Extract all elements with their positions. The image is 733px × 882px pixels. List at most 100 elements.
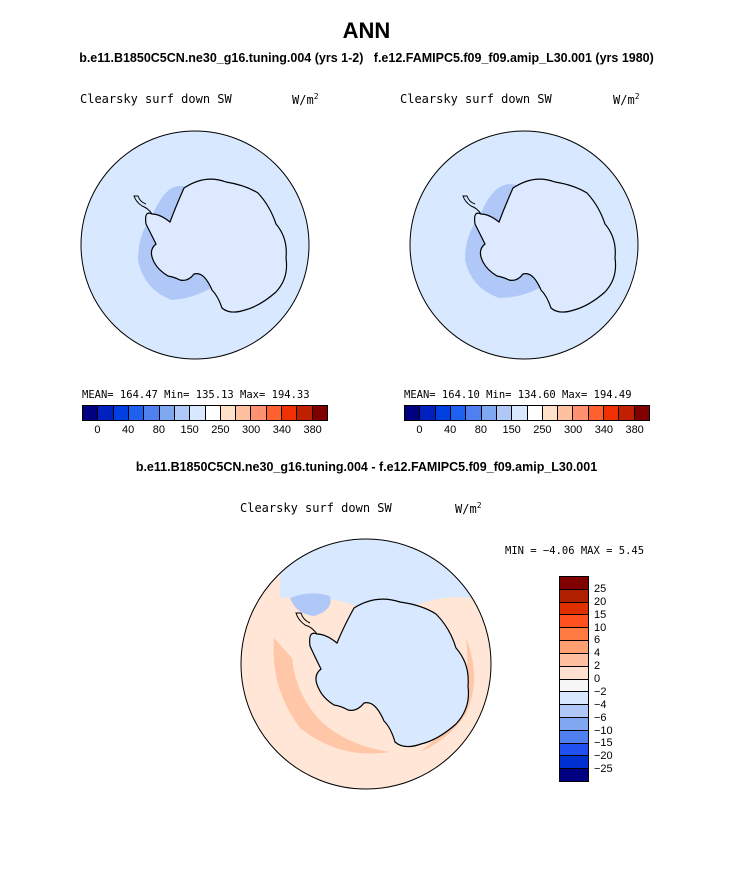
panel3-units: W/m2 <box>455 501 482 516</box>
colorbar-swatch <box>266 406 283 420</box>
colorbar-tick-label: 380 <box>625 424 644 436</box>
diff-colorbar-swatch <box>560 692 588 706</box>
panel1-peninsula-coast <box>133 195 153 215</box>
panel3-antarctica <box>309 598 470 748</box>
diff-colorbar-swatch <box>560 730 588 744</box>
diff-colorbar-label: 10 <box>594 621 607 634</box>
panel3-stats: MIN = −4.06 MAX = 5.45 <box>505 545 645 557</box>
colorbar-swatch <box>282 406 298 420</box>
colorbar-tick-label: 250 <box>533 424 552 436</box>
colorbar-swatch <box>405 406 421 420</box>
panel1-map <box>80 130 310 360</box>
panel1-units: W/m2 <box>292 92 319 107</box>
panel1-colorbar <box>82 405 328 421</box>
diff-colorbar-label: −10 <box>594 724 613 737</box>
diff-colorbar-swatch <box>560 589 588 603</box>
colorbar-tick-label: 0 <box>94 424 101 436</box>
diff-colorbar-swatch <box>560 679 588 693</box>
diff-colorbar-label: −25 <box>594 763 613 776</box>
diff-colorbar-label: −15 <box>594 737 613 750</box>
colorbar-tick-label: 340 <box>594 424 614 436</box>
colorbar-swatch <box>190 406 206 420</box>
diff-colorbar-label: 4 <box>594 647 601 660</box>
diff-colorbar-label: 6 <box>594 634 601 647</box>
colorbar-swatch <box>144 406 160 420</box>
panel2-map <box>409 130 639 360</box>
colorbar-swatch <box>512 406 528 420</box>
diff-colorbar-label: 0 <box>594 673 601 685</box>
diff-colorbar-label: −6 <box>594 711 607 724</box>
diff-colorbar-swatch <box>560 705 588 718</box>
colorbar-swatch <box>527 406 543 420</box>
colorbar-swatch <box>220 406 237 420</box>
colorbar-swatch <box>420 406 436 420</box>
panel2-variable: Clearsky surf down SW <box>400 92 552 106</box>
panel3-neg-north <box>280 539 470 612</box>
colorbar-swatch <box>83 406 99 420</box>
colorbar-swatch <box>466 406 482 420</box>
colorbar-swatch <box>205 406 221 420</box>
diff-title: b.e11.B1850C5CN.ne30_g16.tuning.004 - f.… <box>135 460 598 474</box>
panel2-units: W/m2 <box>613 92 640 107</box>
panel3-neg-peninsula <box>290 593 331 616</box>
diff-colorbar-label: 20 <box>594 595 607 608</box>
panel2-colorbar <box>404 405 650 421</box>
colorbar-tick-label: 380 <box>303 424 322 436</box>
panel2-antarctica <box>474 178 617 313</box>
diff-colorbar-swatch <box>560 653 588 667</box>
colorbar-tick-label: 0 <box>416 424 423 436</box>
diff-colorbar-label: 15 <box>594 608 607 621</box>
panel2-peninsula-coast <box>462 195 482 215</box>
colorbar-swatch <box>588 406 605 420</box>
diff-colorbar-label: 25 <box>594 582 607 595</box>
diff-colorbar-swatch <box>560 577 588 590</box>
colorbar-swatch <box>236 406 252 420</box>
colorbar-tick-label: 80 <box>474 424 487 436</box>
panel1-antarctica <box>145 178 288 313</box>
colorbar-swatch <box>481 406 497 420</box>
panel3-peninsula-coast <box>295 612 318 635</box>
colorbar-tick-label: 300 <box>241 424 261 436</box>
colorbar-swatch <box>251 406 267 420</box>
colorbar-swatch <box>174 406 191 420</box>
panel2-colorbar-labels: 0 40 80 150 250 300 340 380 <box>404 424 650 438</box>
panel1-colorbar-labels: 0 40 80 150 250 300 340 380 <box>82 424 328 438</box>
case-subtitle: b.e11.B1850C5CN.ne30_g16.tuning.004 (yrs… <box>0 51 733 65</box>
diff-colorbar-swatch <box>560 628 588 642</box>
diff-colorbar-label: −20 <box>594 750 613 763</box>
panel3-variable: Clearsky surf down SW <box>240 501 392 515</box>
colorbar-swatch <box>634 406 649 420</box>
diff-colorbar-label: −2 <box>594 685 607 698</box>
colorbar-tick-label: 250 <box>211 424 230 436</box>
colorbar-swatch <box>558 406 574 420</box>
colorbar-tick-label: 40 <box>122 424 135 436</box>
colorbar-tick-label: 80 <box>152 424 165 436</box>
colorbar-swatch <box>604 406 620 420</box>
diff-colorbar <box>559 576 589 782</box>
colorbar-swatch <box>450 406 467 420</box>
colorbar-swatch <box>98 406 114 420</box>
colorbar-swatch <box>113 406 129 420</box>
colorbar-swatch <box>619 406 635 420</box>
colorbar-tick-label: 340 <box>272 424 292 436</box>
colorbar-swatch <box>435 406 451 420</box>
panel1-stats: MEAN= 164.47 Min= 135.13 Max= 194.33 <box>82 389 310 401</box>
colorbar-swatch <box>128 406 145 420</box>
colorbar-swatch <box>312 406 327 420</box>
case-subtitle-right: f.e12.FAMIPC5.f09_f09.amip_L30.001 (yrs … <box>373 51 654 65</box>
colorbar-swatch <box>159 406 175 420</box>
panel3-map <box>240 538 492 790</box>
panel3-band-southwest <box>273 638 390 754</box>
colorbar-tick-label: 300 <box>563 424 583 436</box>
colorbar-tick-label: 150 <box>180 424 199 436</box>
colorbar-swatch <box>496 406 513 420</box>
diff-colorbar-swatch <box>560 769 588 781</box>
panel1-variable: Clearsky surf down SW <box>80 92 232 106</box>
page-title: ANN <box>342 18 391 43</box>
diff-colorbar-swatch <box>560 756 588 770</box>
diff-colorbar-labels: 25 20 15 10 6 4 2 0 −2 −4 −6 −10 −15 −20 −25 <box>594 576 634 782</box>
case-subtitle-left: b.e11.B1850C5CN.ne30_g16.tuning.004 (yrs… <box>79 51 364 65</box>
diff-colorbar-label: 2 <box>594 660 601 673</box>
panel2-stats: MEAN= 164.10 Min= 134.60 Max= 194.49 <box>404 389 632 401</box>
diff-colorbar-swatch <box>560 602 588 616</box>
